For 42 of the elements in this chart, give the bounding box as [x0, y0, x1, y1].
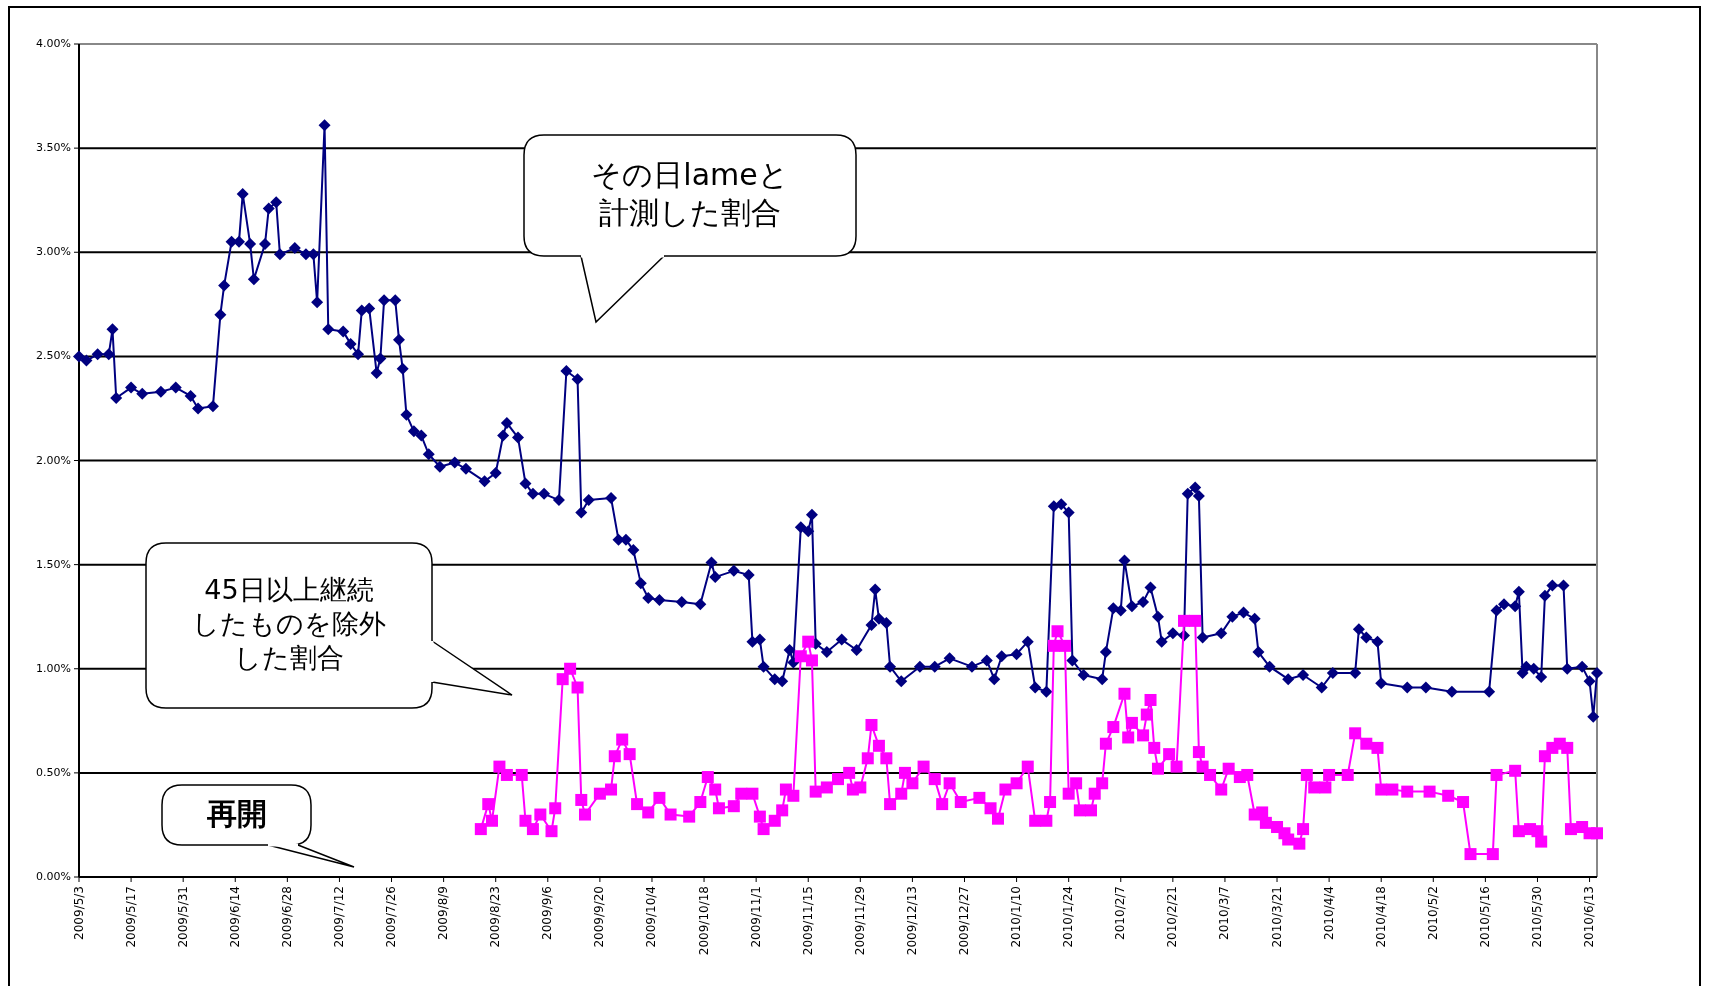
- x-tick-label: 2009/9/6: [540, 886, 555, 940]
- x-tick-label: 2009/5/3: [71, 886, 86, 940]
- x-tick-label: 2009/11/15: [800, 886, 815, 956]
- x-tick-label: 2009/5/31: [175, 886, 190, 948]
- x-tick-label: 2009/12/27: [957, 886, 971, 956]
- y-tick-label: 4.00%: [36, 37, 71, 50]
- x-tick-label: 2010/3/21: [1269, 886, 1284, 948]
- y-tick-label: 0.00%: [36, 870, 71, 883]
- x-tick-label: 2010/4/4: [1321, 886, 1336, 940]
- x-tick-label: 2010/2/21: [1165, 886, 1180, 948]
- y-tick-label: 3.00%: [36, 245, 71, 259]
- annotation: 再開: [205, 795, 267, 831]
- x-tick-label: 2009/12/13: [904, 886, 919, 956]
- x-tick-label: 2009/6/28: [279, 886, 294, 948]
- x-tick-label: 2009/10/18: [696, 886, 711, 956]
- x-tick-label: 2010/1/24: [1061, 886, 1076, 948]
- x-tick-label: 2009/8/9: [436, 886, 451, 940]
- x-tick-label: 2010/1/10: [1009, 886, 1024, 948]
- x-tick-label: 2010/2/7: [1113, 886, 1128, 940]
- x-tick-label: 2009/7/26: [384, 886, 399, 948]
- x-tick-label: 2009/6/14: [227, 886, 242, 948]
- y-tick-label: 2.50%: [36, 349, 71, 363]
- y-tick-label: 3.50%: [36, 141, 71, 155]
- y-tick-label: 0.50%: [36, 765, 71, 779]
- x-tick-label: 2009/9/20: [592, 886, 607, 948]
- x-tick-label: 2010/5/2: [1425, 886, 1440, 940]
- x-tick-label: 2009/11/1: [748, 886, 763, 948]
- annotation: その日lameと計測した割合: [591, 157, 789, 230]
- x-tick-label: 2009/8/23: [488, 886, 503, 948]
- x-tick-label: 2009/7/12: [331, 886, 346, 948]
- y-tick-label: 1.50%: [36, 557, 71, 571]
- x-tick-label: 2010/6/13: [1582, 886, 1597, 948]
- y-tick-label: 2.00%: [36, 453, 71, 467]
- x-tick-label: 2010/5/30: [1529, 886, 1544, 948]
- y-tick-label: 1.00%: [36, 661, 71, 675]
- annotation: 45日以上継続したものを除外した割合: [192, 574, 386, 673]
- x-tick-label: 2009/11/29: [852, 886, 867, 956]
- x-tick-label: 2009/10/4: [644, 886, 659, 948]
- x-tick-label: 2010/5/16: [1477, 886, 1492, 948]
- x-tick-label: 2010/4/18: [1373, 886, 1388, 948]
- x-tick-label: 2010/3/7: [1217, 886, 1232, 940]
- x-tick-label: 2009/5/17: [123, 886, 138, 948]
